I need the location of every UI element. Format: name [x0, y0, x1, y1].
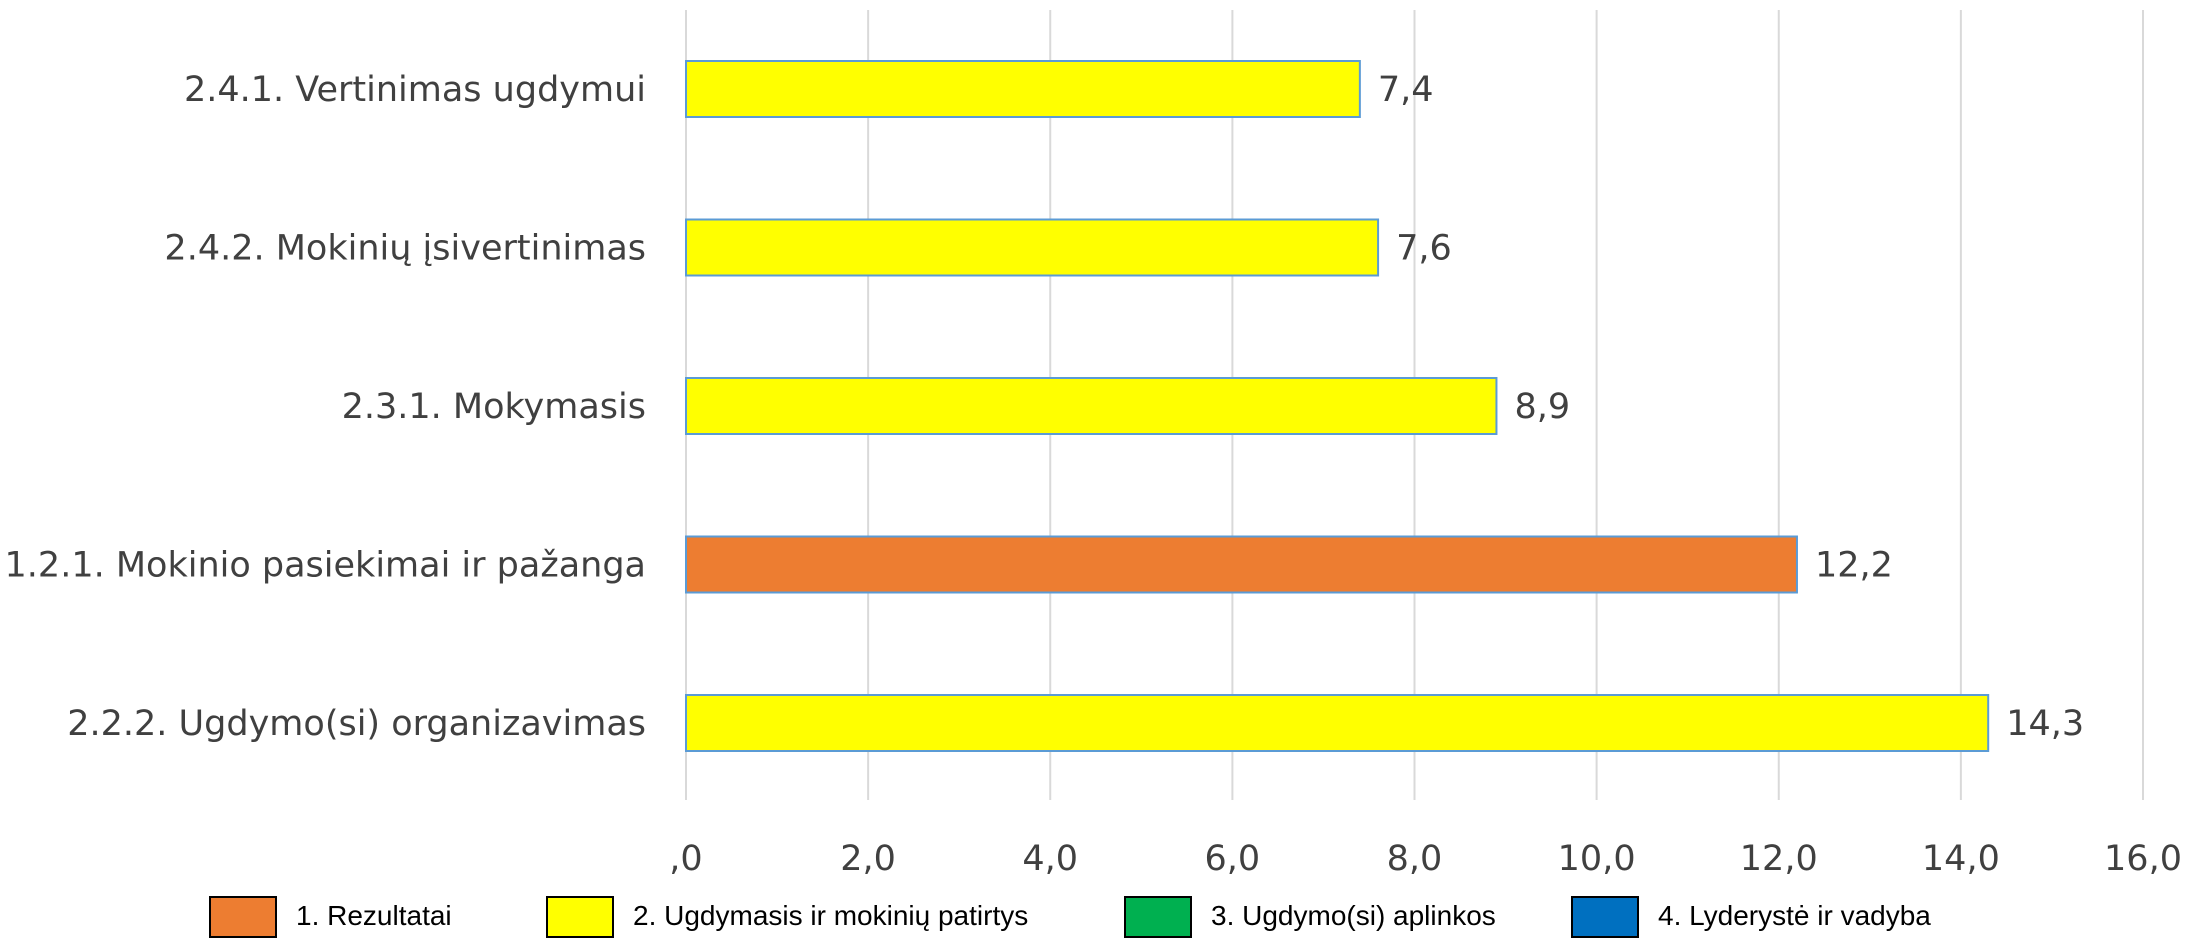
legend-swatch — [546, 896, 614, 938]
legend: 1. Rezultatai 2. Ugdymasis ir mokinių pat… — [209, 896, 1931, 938]
category-label: 2.4.2. Mokinių įsivertinimas — [164, 229, 646, 269]
legend-item: 1. Rezultatai — [209, 896, 452, 938]
bar — [685, 694, 1990, 752]
category-label: 2.4.1. Vertinimas ugdymui — [184, 70, 646, 110]
data-labels: 7,4 7,6 8,9 12,2 14,3 — [1378, 70, 2084, 744]
bars — [685, 60, 1990, 752]
x-tick-label: 10,0 — [1558, 839, 1636, 879]
legend-item: 3. Ugdymo(si) aplinkos — [1124, 896, 1496, 938]
legend-label: 2. Ugdymasis ir mokinių patirtys — [633, 900, 1028, 931]
legend-item: 4. Lyderystė ir vadyba — [1571, 896, 1931, 938]
legend-item: 2. Ugdymasis ir mokinių patirtys — [546, 896, 1028, 938]
x-tick-label: 12,0 — [1740, 839, 1818, 879]
data-label: 14,3 — [2006, 704, 2084, 744]
bar — [685, 60, 1361, 118]
bar — [685, 377, 1498, 435]
data-label: 12,2 — [1815, 546, 1893, 586]
category-labels: 2.4.1. Vertinimas ugdymui 2.4.2. Mokinių … — [5, 70, 646, 744]
data-label: 7,4 — [1378, 70, 1434, 110]
category-label: 1.2.1. Mokinio pasiekimai ir pažanga — [5, 546, 646, 586]
data-label: 7,6 — [1396, 229, 1452, 269]
x-tick-label: 4,0 — [1022, 839, 1078, 879]
legend-swatch — [209, 896, 277, 938]
x-tick-label: 2,0 — [840, 839, 896, 879]
legend-swatch — [1124, 896, 1192, 938]
x-tick-label: 16,0 — [2104, 839, 2182, 879]
legend-label: 3. Ugdymo(si) aplinkos — [1211, 900, 1496, 931]
bar — [685, 218, 1380, 277]
x-tick-label: ,0 — [669, 839, 702, 879]
x-tick-label: 6,0 — [1205, 839, 1261, 879]
data-label: 8,9 — [1514, 387, 1570, 427]
legend-label: 1. Rezultatai — [296, 900, 452, 931]
bar — [685, 535, 1798, 594]
category-label: 2.2.2. Ugdymo(si) organizavimas — [67, 704, 646, 744]
legend-label: 4. Lyderystė ir vadyba — [1658, 900, 1931, 931]
legend-swatch — [1571, 896, 1639, 938]
x-axis-tick-labels: ,0 2,0 4,0 6,0 8,0 10,0 12,0 14,0 16,0 — [669, 839, 2182, 879]
category-label: 2.3.1. Mokymasis — [342, 387, 646, 427]
x-tick-label: 8,0 — [1387, 839, 1443, 879]
x-tick-label: 14,0 — [1922, 839, 2000, 879]
